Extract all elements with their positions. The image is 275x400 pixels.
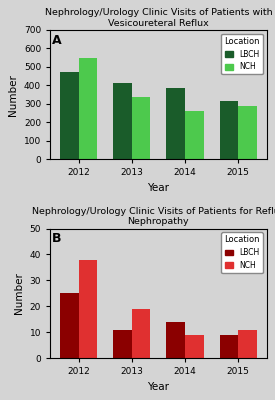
- Bar: [185, 111, 204, 160]
- Text: B: B: [52, 232, 62, 245]
- Title: Nephrology/Urology Clinic Visits of Patients for Reflux
Nephropathy: Nephrology/Urology Clinic Visits of Pati…: [32, 207, 275, 226]
- Bar: [166, 88, 185, 160]
- Bar: [132, 96, 150, 160]
- Bar: [113, 330, 132, 358]
- Y-axis label: Number: Number: [8, 74, 18, 116]
- Bar: [238, 106, 257, 160]
- Bar: [185, 335, 204, 358]
- Legend: LBCH, NCH: LBCH, NCH: [221, 34, 263, 74]
- Text: A: A: [52, 34, 62, 47]
- X-axis label: Year: Year: [147, 183, 169, 193]
- Bar: [220, 335, 238, 358]
- X-axis label: Year: Year: [147, 382, 169, 392]
- Bar: [79, 260, 97, 358]
- Bar: [220, 101, 238, 160]
- Title: Nephrology/Urology Clinic Visits of Patients with
Vesicoureteral Reflux: Nephrology/Urology Clinic Visits of Pati…: [45, 8, 272, 28]
- Bar: [132, 309, 150, 358]
- Bar: [79, 58, 97, 160]
- Legend: LBCH, NCH: LBCH, NCH: [221, 232, 263, 273]
- Bar: [60, 293, 79, 358]
- Bar: [238, 330, 257, 358]
- Bar: [60, 72, 79, 160]
- Bar: [113, 83, 132, 160]
- Bar: [166, 322, 185, 358]
- Y-axis label: Number: Number: [14, 272, 24, 314]
